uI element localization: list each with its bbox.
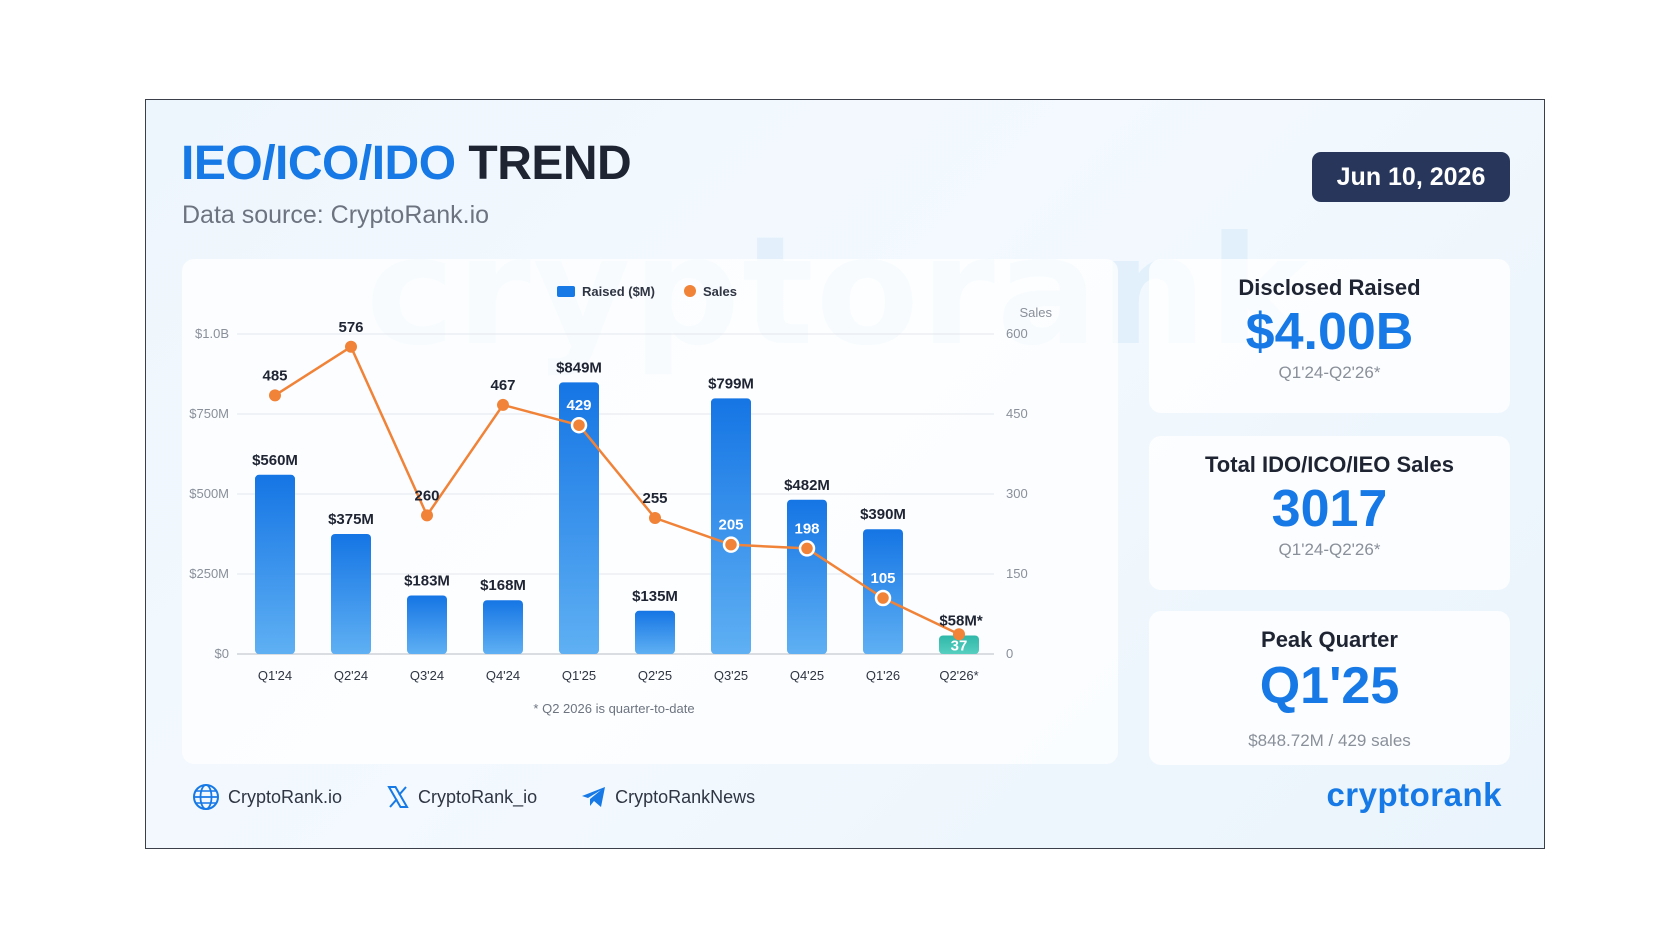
stat-label: Disclosed Raised: [1238, 275, 1421, 300]
bar: [407, 595, 447, 654]
sales-value-label: 429: [566, 397, 591, 414]
stat-note: $848.72M / 429 sales: [1248, 730, 1411, 750]
bar: [787, 499, 827, 654]
x-logo-icon: [387, 786, 409, 808]
x-axis-tick-label: Q3'24: [410, 668, 444, 683]
stat-card-peak-quarter: Peak Quarter Q1'25 $848.72M / 429 sales: [1149, 611, 1510, 765]
right-axis-tick-label: 600: [1006, 326, 1028, 341]
sales-point: [345, 340, 357, 353]
x-axis-tick-label: Q2'26*: [939, 668, 978, 683]
bar-value-label: $560M: [252, 452, 298, 469]
stat-value: 3017: [1271, 480, 1388, 538]
stat-note: Q1'24-Q2'26*: [1278, 539, 1381, 559]
footer-link-telegram[interactable]: CryptoRankNews: [581, 785, 755, 809]
legend-swatch-sales: [684, 285, 696, 297]
bar-value-label: $58M*: [939, 612, 983, 629]
sales-value-label: 205: [718, 517, 743, 534]
chart-footnote: * Q2 2026 is quarter-to-date: [533, 701, 694, 716]
sales-value-label: 105: [870, 570, 895, 587]
footer-link-website[interactable]: CryptoRank.io: [192, 783, 342, 811]
combo-chart: $0 $250M $500M $750M $1.0B 0 150 300 450 600 Q1'2…: [189, 284, 1052, 716]
chart-panel: $0 $250M $500M $750M $1.0B 0 150 300 450 600 Q1'2…: [182, 259, 1118, 764]
title-accent: IEO/ICO/IDO: [181, 137, 456, 190]
title-rest: TREND: [468, 137, 632, 190]
sales-value-label: 37: [951, 637, 968, 654]
sales-point: [421, 509, 433, 522]
stat-card-disclosed-raised: Disclosed Raised $4.00B Q1'24-Q2'26*: [1149, 259, 1510, 413]
sales-point: [497, 398, 509, 411]
right-axis-tick-label: 0: [1006, 646, 1013, 661]
footer-link-x[interactable]: CryptoRank_io: [386, 785, 537, 809]
bar: [635, 610, 675, 654]
sales-point: [798, 540, 816, 557]
page-title: IEO/ICO/IDO TREND: [181, 136, 632, 191]
legend-swatch-raised: [557, 286, 575, 297]
infographic-card: cryptorank IEO/ICO/IDO TREND Data source…: [145, 99, 1545, 849]
stat-card-total-sales: Total IDO/ICO/IEO Sales 3017 Q1'24-Q2'26…: [1149, 436, 1510, 590]
brand-logo: cryptorank: [1326, 776, 1502, 813]
bar: [711, 398, 751, 654]
sales-point: [953, 628, 965, 641]
bar-value-label: $375M: [328, 511, 374, 528]
stat-label: Peak Quarter: [1261, 627, 1398, 652]
sales-point: [269, 389, 281, 402]
sales-point: [570, 416, 588, 434]
x-axis-tick-label: Q4'24: [486, 668, 520, 683]
sales-value-label: 255: [642, 490, 667, 507]
left-axis-tick-label: $500M: [189, 486, 229, 501]
x-axis-tick-label: Q1'26: [866, 668, 900, 683]
date-badge: Jun 10, 2026: [1312, 152, 1510, 202]
sales-value-label: 198: [794, 520, 819, 537]
data-source: Data source: CryptoRank.io: [182, 201, 490, 229]
x-axis-tick-label: Q1'24: [258, 668, 292, 683]
bar-value-label: $482M: [784, 477, 830, 494]
bar: [331, 534, 371, 654]
bar-value-label: $390M: [860, 506, 906, 523]
sales-value-label: 467: [490, 377, 515, 394]
bar: [559, 382, 599, 654]
bar-value-label: $799M: [708, 375, 754, 392]
footer-links: CryptoRank.io CryptoRank_io CryptoRankNe…: [192, 783, 755, 811]
right-axis-title: Sales: [1019, 305, 1052, 320]
legend-label-raised: Raised ($M): [582, 284, 655, 299]
footer-link-label: CryptoRank_io: [418, 786, 538, 807]
globe-icon: [193, 784, 219, 810]
left-axis-tick-label: $250M: [189, 566, 229, 581]
bar-value-label: $168M: [480, 577, 526, 594]
bar-value-label: $849M: [556, 359, 602, 376]
right-axis-tick-label: 300: [1006, 486, 1028, 501]
x-axis-tick-label: Q2'24: [334, 668, 368, 683]
stat-label: Total IDO/ICO/IEO Sales: [1205, 452, 1454, 477]
bar: [255, 474, 295, 654]
legend-label-sales: Sales: [703, 284, 737, 299]
left-axis-tick-label: $0: [215, 646, 229, 661]
x-axis-tick-label: Q3'25: [714, 668, 748, 683]
footer-link-label: CryptoRankNews: [615, 786, 756, 807]
right-axis-tick-label: 150: [1006, 566, 1028, 581]
sales-point: [649, 512, 661, 524]
sales-value-label: 485: [262, 367, 287, 384]
footer-link-label: CryptoRank.io: [228, 786, 343, 807]
stat-note: Q1'24-Q2'26*: [1278, 362, 1381, 382]
bar: [939, 635, 979, 654]
sales-point: [874, 589, 892, 607]
left-axis-tick-label: $750M: [189, 406, 229, 421]
x-axis-tick-label: Q4'25: [790, 668, 824, 683]
bar-value-label: $183M: [404, 572, 450, 589]
bar-value-label: $135M: [632, 588, 678, 605]
x-axis-tick-label: Q2'25: [638, 668, 672, 683]
right-axis-tick-label: 450: [1006, 406, 1028, 421]
x-axis-tick-label: Q1'25: [562, 668, 596, 683]
bar: [483, 600, 523, 654]
telegram-icon: [582, 787, 606, 807]
stat-value: Q1'25: [1259, 657, 1400, 715]
stat-value: $4.00B: [1245, 303, 1414, 361]
left-axis-tick-label: $1.0B: [195, 326, 229, 341]
sales-point: [722, 536, 740, 553]
sales-value-label: 576: [338, 319, 363, 336]
sales-value-label: 260: [414, 487, 439, 504]
sales-line: [274, 345, 960, 636]
